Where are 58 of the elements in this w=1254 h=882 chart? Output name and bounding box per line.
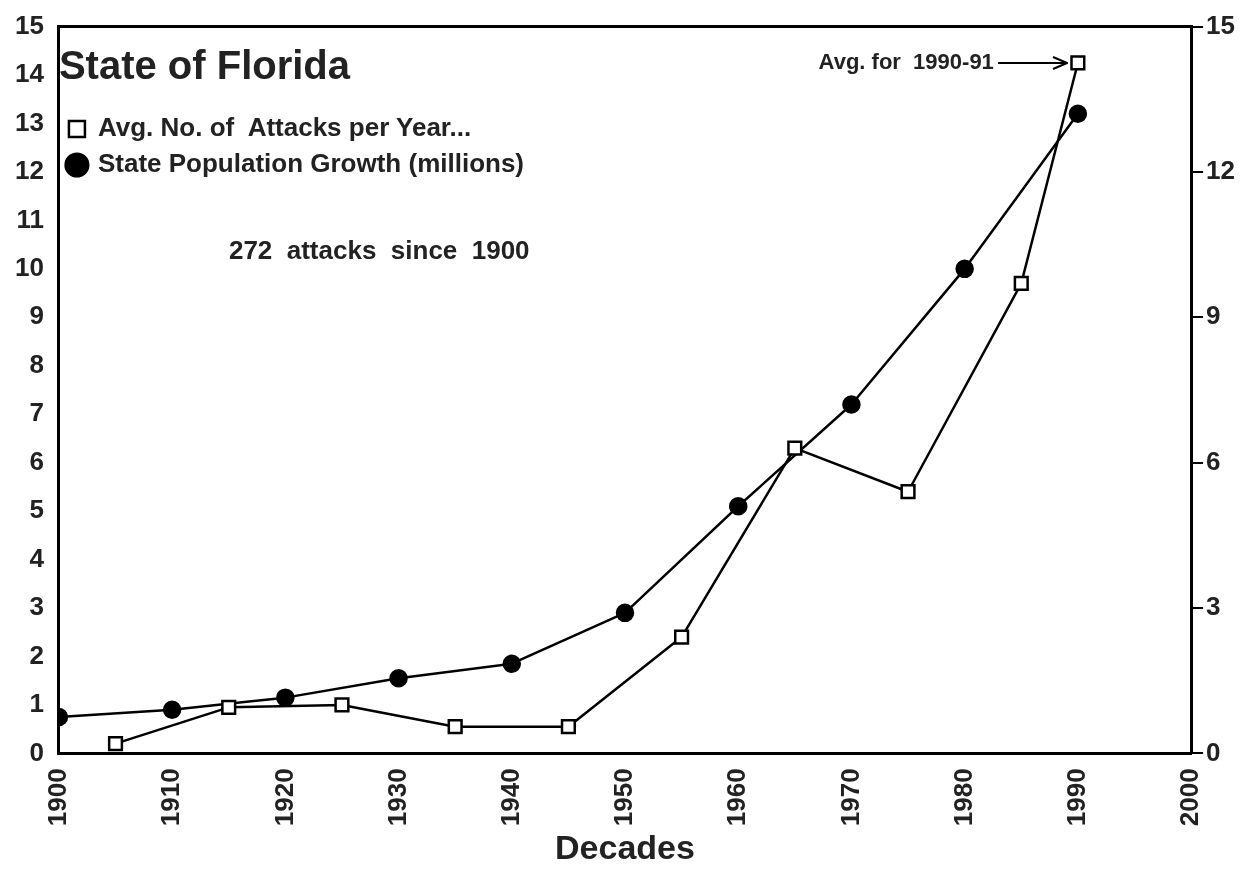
x-tick-label: 1960 (721, 768, 752, 827)
x-tick-label: 1980 (947, 768, 978, 827)
point (389, 669, 408, 688)
point (1068, 104, 1088, 124)
y-tick-label: 13 (15, 106, 44, 137)
y-tick-label: 9 (29, 300, 44, 331)
y-tick-label: 3 (29, 591, 44, 622)
y-tick-label: 7 (29, 397, 44, 428)
x-tick-label: 2000 (1174, 768, 1205, 827)
y2-tick-label: 3 (1206, 591, 1221, 622)
point (276, 688, 295, 707)
x-tick-label: 1970 (834, 768, 865, 827)
x-tick-label: 1990 (1061, 768, 1092, 827)
y-tick-label: 1 (29, 688, 44, 719)
point (334, 697, 350, 713)
point (673, 629, 690, 645)
y2-tick-label: 9 (1206, 300, 1221, 331)
y-tick-label: 8 (29, 348, 44, 379)
x-tick-label: 1950 (608, 768, 639, 827)
y-tick-label: 15 (15, 9, 44, 40)
x-axis-title: Decades (555, 827, 695, 866)
x-tick-label: 1920 (268, 768, 299, 827)
point (615, 603, 635, 623)
text: State of Florida (58, 43, 351, 88)
point (502, 654, 522, 673)
legend-label: State Population Growth (millions) (97, 148, 525, 179)
y-tick-label: 2 (29, 639, 44, 670)
point (162, 700, 182, 720)
y-tick-label: 14 (15, 58, 45, 89)
point (221, 699, 237, 715)
point (728, 497, 748, 516)
y-tick-label: 0 (29, 736, 44, 767)
y-tick-label: 11 (16, 203, 44, 234)
y2-tick-label: 12 (1206, 155, 1235, 186)
point (842, 395, 861, 414)
legend-label: Avg. No. of Attacks per Year... (97, 112, 472, 143)
point (107, 736, 124, 752)
y-tick-label: 4 (29, 542, 45, 573)
x-tick-label: 1910 (155, 768, 186, 827)
point (560, 719, 577, 735)
y-tick-label: 6 (29, 445, 44, 476)
y-tick-label: 5 (29, 494, 44, 525)
point (955, 259, 974, 279)
annotation: 272 attacks since 1900 (228, 234, 530, 265)
y2-tick-label: 15 (1206, 9, 1235, 40)
point (787, 440, 803, 456)
y2-tick-label: 6 (1206, 445, 1221, 476)
x-tick-label: 1930 (381, 768, 412, 827)
point (447, 719, 463, 735)
point (900, 484, 916, 500)
x-tick-label: 1940 (494, 768, 525, 827)
point (1013, 275, 1029, 291)
y-tick-label: 10 (15, 252, 44, 283)
y2-tick-label: 0 (1206, 736, 1221, 767)
y-tick-label: 12 (15, 155, 44, 186)
x-tick-label: 1900 (42, 768, 73, 827)
annotation: Avg. for 1990-91 (818, 49, 994, 74)
point (1070, 55, 1086, 71)
